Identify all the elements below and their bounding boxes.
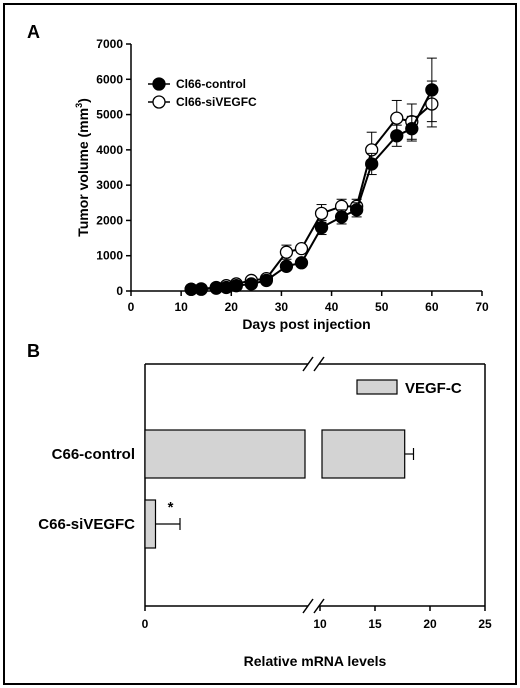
x-tick-label: 40 — [325, 300, 339, 314]
x-tick-label: 0 — [128, 300, 135, 314]
x-tick-label: 25 — [478, 617, 492, 631]
panel-b: B C66-control C66-siVEGFC * 0 10 15 20 25 Rela… — [27, 341, 492, 669]
panel-b-bars: C66-control C66-siVEGFC * — [38, 429, 415, 549]
x-tick-label: 0 — [142, 617, 149, 631]
legend-label: Cl66-siVEGFC — [176, 95, 257, 109]
panel-a-series — [184, 57, 439, 296]
data-point — [314, 220, 329, 235]
x-tick-label: 10 — [313, 617, 327, 631]
panel-a-letter: A — [27, 22, 40, 42]
y-tick-label: 1000 — [96, 249, 123, 263]
category-label: C66-control — [52, 446, 135, 463]
figure-border — [3, 3, 517, 685]
y-tick-label: 4000 — [96, 143, 123, 157]
y-tick-label: 6000 — [96, 72, 123, 86]
category-label: C66-siVEGFC — [38, 516, 135, 533]
data-point — [279, 245, 294, 259]
x-tick-label: 30 — [275, 300, 289, 314]
y-axis-label-main: Tumor volume (mm — [75, 108, 91, 237]
x-tick-label: 20 — [225, 300, 239, 314]
y-tick-label: 2000 — [96, 213, 123, 227]
bar — [144, 499, 157, 549]
panel-b-legend: VEGF-C — [356, 379, 462, 397]
x-tick-label: 70 — [475, 300, 489, 314]
data-point — [314, 206, 329, 221]
x-tick-label: 15 — [368, 617, 382, 631]
panel-a: A 0 1000 2000 3000 4000 5000 6000 7000 0 10 20 30 40… — [27, 22, 489, 332]
data-point — [294, 242, 309, 256]
significance-annotation: * — [168, 499, 174, 516]
data-point — [229, 279, 243, 293]
y-tick-label: 0 — [116, 284, 123, 298]
panel-a-y-axis-label: Tumor volume (mm3) — [74, 98, 91, 237]
panel-b-letter: B — [27, 341, 40, 361]
data-point — [294, 256, 309, 270]
x-tick-label: 10 — [174, 300, 188, 314]
x-tick-label: 20 — [423, 617, 437, 631]
data-point — [259, 273, 274, 288]
legend-label: Cl66-control — [176, 77, 246, 91]
axis-break-mark — [302, 356, 314, 372]
panel-a-ticks: 0 1000 2000 3000 4000 5000 6000 7000 0 10 20 30 40 50… — [96, 37, 489, 314]
data-point — [194, 282, 208, 296]
panel-b-axes — [144, 356, 486, 614]
data-point — [244, 277, 258, 291]
legend-marker — [152, 77, 166, 91]
axis-break-mark — [313, 356, 325, 372]
x-tick-label: 50 — [375, 300, 389, 314]
y-axis-label-tail: ) — [75, 98, 91, 103]
data-point — [349, 203, 364, 217]
y-tick-label: 3000 — [96, 178, 123, 192]
y-tick-label: 7000 — [96, 37, 123, 51]
data-point — [365, 157, 379, 171]
legend-label: VEGF-C — [405, 380, 462, 397]
data-point — [279, 259, 294, 273]
legend-swatch — [356, 379, 398, 395]
panel-b-x-axis-label: Relative mRNA levels — [244, 653, 387, 669]
panel-b-ticks: 0 10 15 20 25 — [142, 606, 492, 631]
bar — [144, 429, 306, 479]
data-point — [390, 111, 404, 125]
data-point — [390, 129, 404, 143]
bar — [321, 429, 406, 479]
data-point — [334, 210, 349, 224]
y-tick-label: 5000 — [96, 108, 123, 122]
data-point — [425, 83, 439, 97]
x-tick-label: 60 — [425, 300, 439, 314]
legend-marker — [152, 95, 166, 109]
panel-a-x-axis-label: Days post injection — [242, 316, 370, 332]
y-axis-label-superscript: 3 — [74, 103, 84, 108]
data-point — [405, 122, 419, 136]
axis-break-mark — [313, 598, 325, 614]
axis-break-mark — [302, 598, 314, 614]
panel-a-legend: Cl66-control Cl66-siVEGFC — [148, 77, 257, 109]
